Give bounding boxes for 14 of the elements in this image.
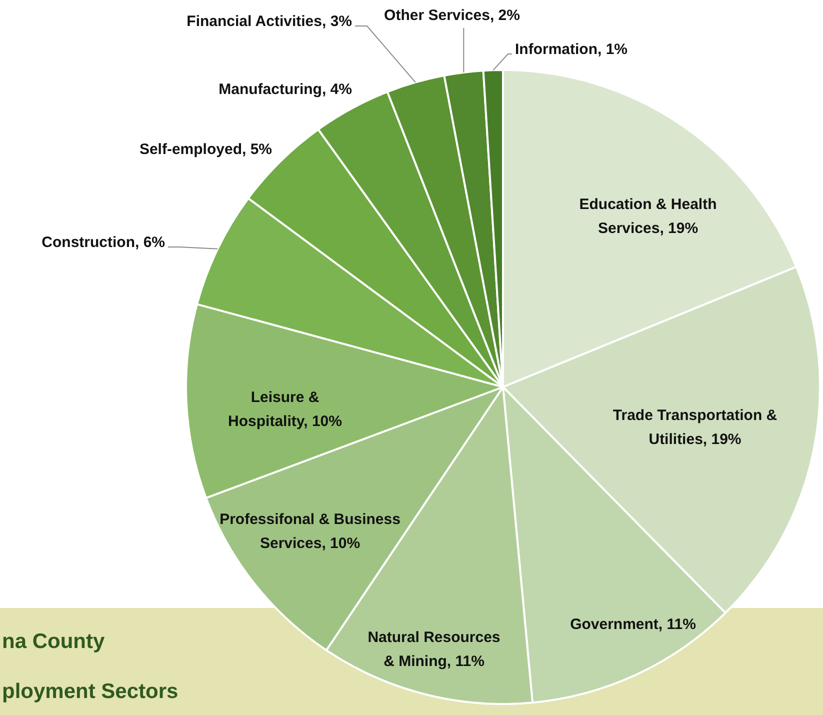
text: na County	[2, 630, 105, 654]
slice-label: Education & Health Services, 19%	[579, 196, 717, 238]
slice-label: Trade Transportation & Utilities, 19%	[612, 407, 778, 448]
slice-label: Natural Resources & Mining, 11%	[368, 629, 500, 670]
slice-label: Financial Activities, 3%	[186, 13, 352, 30]
slice-label: Other Services, 2%	[384, 7, 520, 24]
slice-label: Construction, 6%	[42, 234, 165, 252]
slice-label: Leisure & Hospitality, 10%	[228, 389, 342, 430]
text: ployment Sectors	[2, 680, 178, 704]
slice-label: Self-employed, 5%	[139, 141, 272, 158]
slice-label: Government, 11%	[570, 616, 696, 634]
slice-label: Manufacturing, 4%	[218, 81, 352, 98]
slice-label: Information, 1%	[515, 41, 628, 58]
slice-label: Professifonal & Business Services, 10%	[220, 511, 400, 552]
